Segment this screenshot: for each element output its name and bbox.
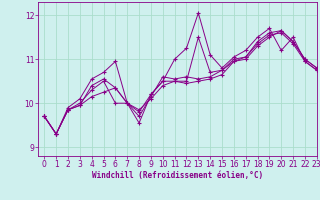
X-axis label: Windchill (Refroidissement éolien,°C): Windchill (Refroidissement éolien,°C)	[92, 171, 263, 180]
